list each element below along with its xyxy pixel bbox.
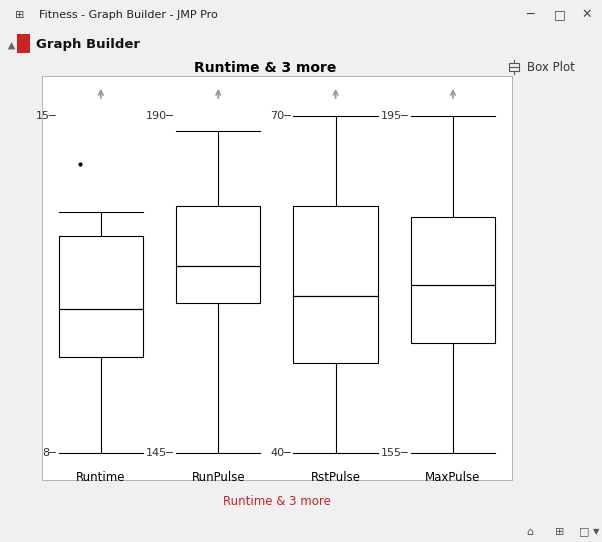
- Text: □: □: [554, 9, 566, 21]
- Text: 190─: 190─: [146, 111, 173, 121]
- Text: 145─: 145─: [146, 448, 173, 458]
- Text: ⊞: ⊞: [555, 527, 565, 537]
- Text: MaxPulse: MaxPulse: [426, 471, 480, 484]
- Text: ◀: ◀: [6, 41, 16, 48]
- Text: 40─: 40─: [270, 448, 291, 458]
- Text: Runtime & 3 more: Runtime & 3 more: [194, 61, 336, 75]
- Text: Runtime & 3 more: Runtime & 3 more: [223, 495, 331, 508]
- Bar: [411, 217, 495, 344]
- Text: ▼: ▼: [593, 527, 599, 536]
- Text: 195─: 195─: [380, 111, 408, 121]
- Text: 155─: 155─: [380, 448, 408, 458]
- Text: 70─: 70─: [270, 111, 291, 121]
- Text: Fitness - Graph Builder - JMP Pro: Fitness - Graph Builder - JMP Pro: [39, 10, 218, 20]
- Text: Graph Builder: Graph Builder: [36, 38, 140, 51]
- Text: Runtime: Runtime: [76, 471, 126, 484]
- Text: RunPulse: RunPulse: [191, 471, 245, 484]
- Bar: [293, 206, 378, 363]
- Text: 15─: 15─: [36, 111, 56, 121]
- Text: □: □: [579, 527, 589, 537]
- Text: 8─: 8─: [42, 448, 56, 458]
- Text: RstPulse: RstPulse: [311, 471, 361, 484]
- Text: ⌂: ⌂: [526, 527, 533, 537]
- Bar: [509, 63, 519, 71]
- Text: ⊞: ⊞: [15, 10, 25, 20]
- Text: ─: ─: [526, 9, 533, 21]
- Bar: [58, 236, 143, 357]
- Text: ✕: ✕: [582, 9, 592, 21]
- Bar: [17, 34, 30, 53]
- Bar: [176, 206, 261, 303]
- Text: Box Plot: Box Plot: [527, 61, 575, 74]
